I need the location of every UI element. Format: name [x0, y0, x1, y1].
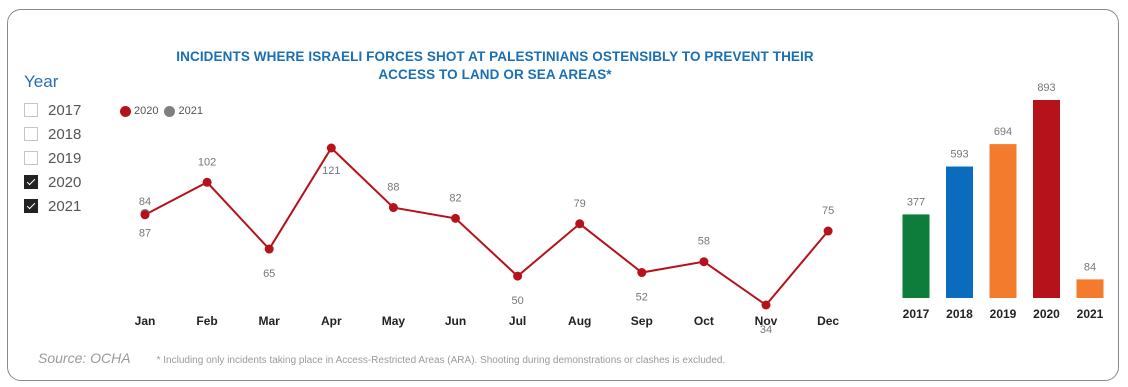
checkbox-2017[interactable] [24, 103, 38, 117]
year-option-label: 2019 [48, 149, 82, 167]
data-point-2020-Jun [451, 213, 460, 223]
data-label-2020-Apr: 121 [322, 165, 340, 177]
data-point-2020-Dec [823, 226, 833, 236]
bar-tick-label-2017: 2017 [903, 307, 930, 321]
year-option-2019[interactable]: 2019 [24, 146, 81, 170]
data-label-2021-Jan: 87 [139, 227, 151, 239]
year-option-label: 2017 [48, 101, 82, 119]
x-tick-label-Mar: Mar [259, 314, 281, 328]
legend-item-2021[interactable]: 2021 [164, 105, 203, 117]
bar-2019 [989, 144, 1017, 298]
footer: Source: OCHA * Including only incidents … [38, 350, 725, 366]
chart-title-line2: ACCESS TO LAND OR SEA AREAS* [378, 67, 612, 82]
x-tick-label-Sep: Sep [631, 314, 653, 328]
bar-2021 [1076, 279, 1104, 298]
line-legend: 2020 2021 [120, 105, 209, 117]
year-option-label: 2021 [48, 197, 82, 215]
checkbox-2020[interactable] [24, 175, 38, 189]
data-label-2020-Jan: 84 [139, 196, 151, 208]
x-tick-label-Apr: Apr [321, 314, 342, 328]
data-point-2020-Aug [575, 219, 585, 229]
x-tick-label-Feb: Feb [196, 314, 217, 328]
bar-label-2017: 377 [907, 196, 925, 208]
bar-label-2018: 593 [950, 149, 968, 161]
bar-tick-label-2018: 2018 [946, 307, 973, 321]
source-text: Source: OCHA [38, 350, 131, 366]
checkbox-2018[interactable] [24, 127, 38, 141]
data-point-2020-Nov [761, 300, 771, 310]
year-option-label: 2018 [48, 125, 82, 143]
x-tick-label-Jan: Jan [135, 314, 156, 328]
data-label-2020-Jul: 50 [511, 295, 523, 307]
x-tick-label-May: May [382, 314, 406, 328]
legend-item-2020[interactable]: 2020 [120, 105, 158, 117]
checkbox-2021[interactable] [24, 199, 38, 213]
year-slicer: 2017 2018 2019 2020 2021 [24, 98, 81, 218]
legend-label: 2020 [134, 105, 159, 117]
data-label-2020-Nov: 34 [760, 324, 772, 336]
x-tick-label-Jun: Jun [445, 314, 466, 328]
bar-2020 [1033, 100, 1060, 298]
year-option-2020[interactable]: 2020 [24, 170, 81, 194]
monthly-line-chart: 84 102 65 121 88 82 50 79 52 58 34 75 87 Jan Feb Mar Apr… [135, 143, 839, 336]
chart-card [7, 9, 1119, 381]
year-slicer-title: Year [24, 72, 59, 91]
chart-title: INCIDENTS WHERE ISRAELI FORCES SHOT AT P… [100, 48, 890, 84]
data-label-2020-May: 88 [387, 182, 399, 194]
year-option-label: 2020 [48, 173, 82, 191]
bar-tick-label-2020: 2020 [1033, 307, 1060, 321]
x-tick-label-Nov: Nov [755, 314, 778, 328]
chart-title-line1: INCIDENTS WHERE ISRAELI FORCES SHOT AT P… [176, 49, 814, 64]
data-point-2020-Oct [699, 257, 709, 267]
legend-label: 2021 [178, 105, 203, 117]
footnote-text: * Including only incidents taking place … [156, 355, 726, 366]
data-label-2020-Sep: 52 [636, 292, 648, 304]
data-label-2020-Feb: 102 [198, 156, 216, 168]
data-point-2020-Feb [202, 177, 212, 187]
data-point-2020-Jan [140, 210, 150, 220]
bar-2018 [946, 166, 973, 298]
checkbox-2019[interactable] [24, 151, 38, 165]
data-point-2020-Jul [513, 271, 523, 281]
data-label-2020-Mar: 65 [263, 268, 275, 280]
bar-label-2020: 893 [1037, 82, 1055, 94]
legend-dot [164, 105, 176, 117]
bar-tick-label-2021: 2021 [1077, 307, 1104, 321]
year-option-2018[interactable]: 2018 [24, 122, 81, 146]
data-label-2020-Oct: 58 [698, 236, 710, 248]
data-point-2020-Sep [637, 268, 647, 278]
year-option-2021[interactable]: 2021 [24, 194, 81, 218]
data-label-2020-Aug: 79 [574, 198, 586, 210]
data-label-2020-Jun: 82 [449, 192, 461, 204]
data-point-2020-May [388, 203, 398, 213]
series-line-2020 [144, 146, 829, 307]
x-tick-label-Aug: Aug [568, 314, 591, 328]
x-tick-label-Oct: Oct [694, 314, 714, 328]
bar-tick-label-2019: 2019 [990, 307, 1017, 321]
legend-dot [120, 105, 131, 117]
x-tick-label-Jul: Jul [509, 314, 526, 328]
yearly-bar-chart: 377 2017 593 2018 694 2019 893 2020 84 2021 [902, 82, 1104, 321]
bar-label-2021: 84 [1084, 261, 1096, 273]
year-option-2017[interactable]: 2017 [24, 98, 81, 122]
bar-label-2019: 694 [994, 126, 1012, 138]
bar-2017 [902, 214, 930, 298]
x-tick-label-Dec: Dec [817, 314, 839, 328]
data-point-2020-Apr [326, 143, 336, 153]
data-point-2020-Mar [264, 244, 274, 254]
data-label-2020-Dec: 75 [822, 205, 834, 217]
